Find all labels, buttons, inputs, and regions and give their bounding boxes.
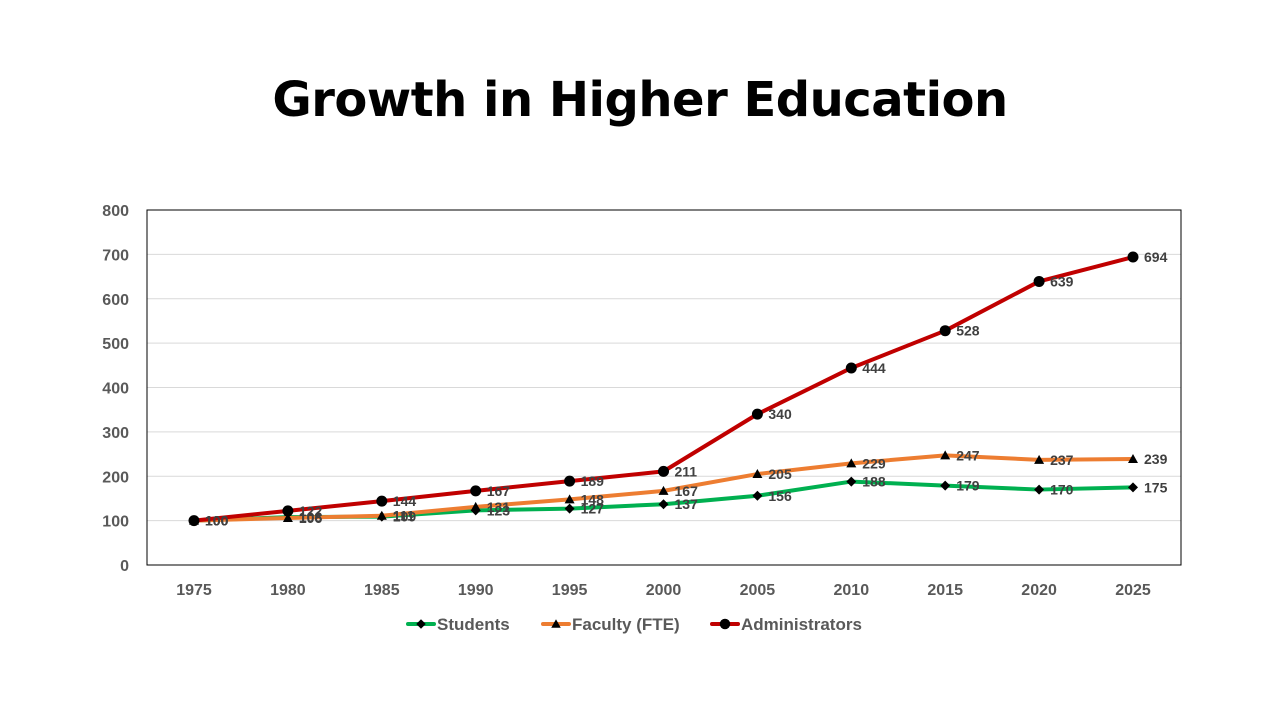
data-label-students: 127: [581, 501, 605, 517]
gridlines: [147, 253, 1181, 522]
axes: 0 100 200 300 400 500 600 700 800 1975 1980 1985 199…: [102, 203, 1182, 599]
series-line-administrators: [192, 255, 1135, 523]
data-point-administrators: [658, 465, 669, 477]
data-point-administrators: [282, 505, 294, 517]
series-lines: [188, 251, 1139, 527]
y-tick-label: 100: [102, 514, 129, 531]
y-tick-label: 300: [102, 425, 129, 442]
data-point-faculty-fte: [1034, 454, 1045, 464]
data-point-students: [940, 480, 951, 491]
x-tick-label: 2020: [1021, 582, 1057, 599]
data-label-students: 175: [1144, 479, 1168, 495]
x-tick-label: 2005: [740, 582, 776, 599]
data-label-administrators: 528: [956, 323, 980, 339]
data-point-students: [1128, 482, 1138, 493]
data-label-students: 108: [299, 509, 323, 525]
data-point-students: [564, 503, 575, 514]
data-label-faculty-fte: 237: [1050, 452, 1074, 468]
data-label-administrators: 444: [862, 360, 886, 376]
data-label-faculty-fte: 111: [393, 508, 415, 524]
data-label-students: 179: [956, 478, 980, 494]
data-point-administrators: [751, 408, 763, 420]
data-point-administrators: [470, 485, 482, 497]
data-point-students: [752, 490, 763, 501]
data-point-students: [658, 499, 669, 510]
plot-area-border: [146, 209, 1182, 566]
data-label-faculty-fte: 131: [487, 499, 511, 515]
data-point-faculty-fte: [1128, 453, 1138, 463]
data-label-administrators: 189: [581, 473, 605, 489]
data-point-administrators: [564, 475, 576, 487]
y-tick-label: 800: [102, 203, 129, 220]
data-point-administrators: [188, 515, 200, 527]
data-label-students: 100: [205, 513, 229, 529]
data-point-faculty-fte: [564, 494, 575, 504]
data-label-students: 109: [393, 509, 417, 525]
x-tick-label: 1975: [176, 582, 212, 599]
x-tick-label: 1990: [458, 582, 494, 599]
data-label-students: 123: [487, 502, 511, 518]
x-tick-label: 1980: [270, 582, 306, 599]
y-tick-label: 600: [102, 292, 129, 309]
y-tick-label: 700: [102, 247, 129, 264]
data-label-administrators: 340: [768, 406, 792, 422]
data-label-administrators: 167: [487, 483, 511, 499]
data-point-students: [846, 476, 857, 487]
x-tick-label: 2025: [1115, 582, 1151, 599]
data-label-faculty-fte: 148: [581, 491, 605, 507]
y-tick-label: 400: [102, 381, 129, 398]
y-tick-label: 200: [102, 469, 129, 486]
data-point-administrators: [1127, 251, 1139, 263]
data-point-faculty-fte: [658, 485, 669, 495]
x-tick-label: 2000: [646, 582, 682, 599]
data-point-administrators: [1033, 275, 1045, 287]
data-label-administrators: 100: [205, 513, 229, 529]
x-tick-label: 1985: [364, 582, 400, 599]
y-tick-label: 0: [120, 558, 129, 575]
data-label-faculty-fte: 100: [205, 513, 229, 529]
data-point-administrators: [939, 325, 951, 337]
legend-label-faculty-fte: Faculty (FTE): [572, 615, 680, 634]
data-label-faculty-fte: 247: [956, 447, 980, 463]
legend-label-students: Students: [437, 615, 510, 634]
data-point-faculty-fte: [470, 501, 481, 511]
data-point-faculty-fte: [752, 469, 763, 479]
data-label-administrators: 211: [675, 463, 698, 479]
x-tick-label: 2015: [927, 582, 963, 599]
data-label-faculty-fte: 229: [862, 455, 886, 471]
data-label-administrators: 639: [1050, 273, 1074, 289]
data-point-administrators: [845, 362, 857, 374]
data-point-students: [1034, 484, 1045, 495]
data-point-administrators: [376, 495, 388, 507]
legend-marker-students: [416, 619, 426, 629]
data-point-faculty-fte: [846, 458, 857, 468]
data-label-students: 188: [862, 474, 886, 490]
data-point-faculty-fte: [282, 512, 293, 522]
x-tick-label: 1995: [552, 582, 588, 599]
data-label-faculty-fte: 239: [1144, 451, 1168, 467]
data-label-students: 156: [768, 488, 792, 504]
data-label-faculty-fte: 167: [675, 483, 699, 499]
y-tick-label: 500: [102, 336, 129, 353]
legend-label-administrators: Administrators: [741, 615, 862, 634]
data-point-faculty-fte: [940, 450, 951, 460]
data-label-administrators: 122: [299, 503, 323, 519]
legend-marker-faculty-fte: [551, 619, 561, 628]
data-label-faculty-fte: 205: [768, 466, 792, 482]
data-label-students: 170: [1050, 482, 1074, 498]
data-label-administrators: 694: [1144, 249, 1168, 265]
data-label-students: 137: [675, 496, 699, 512]
data-point-faculty-fte: [376, 510, 387, 520]
data-label-faculty-fte: 106: [299, 510, 323, 526]
data-label-administrators: 144: [393, 493, 417, 509]
legend-marker-administrators: [719, 618, 731, 630]
chart-title: Growth in Higher Education: [272, 72, 1008, 128]
legend: Students Faculty (FTE) Administrators: [406, 615, 862, 634]
x-tick-label: 2010: [834, 582, 870, 599]
